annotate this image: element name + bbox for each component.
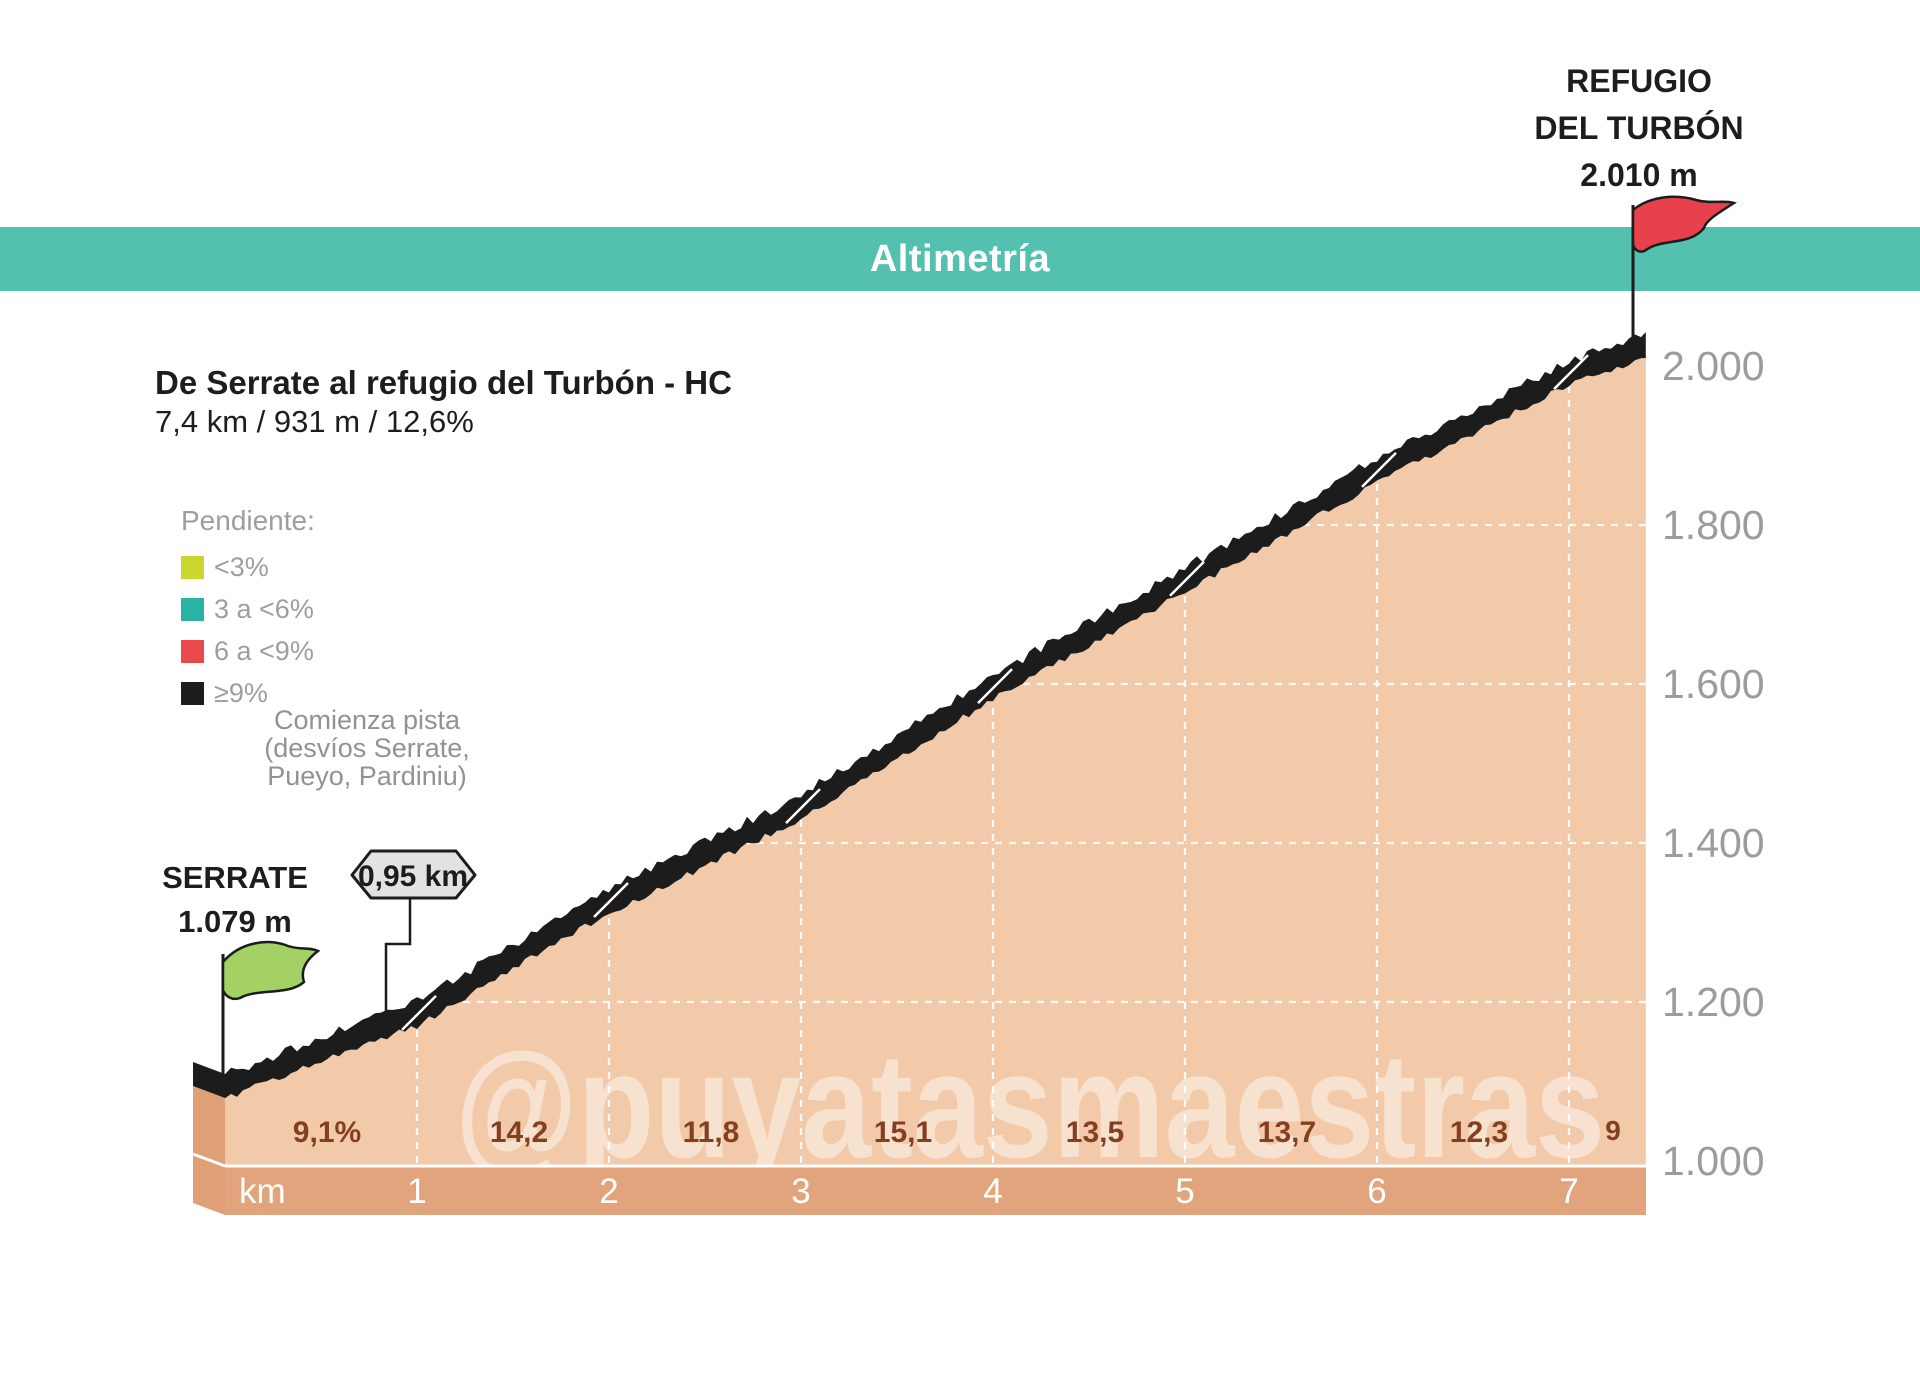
km-tick: 3 [791,1172,810,1211]
km-separators [401,354,1589,1031]
gradient-label: 12,3 [1450,1116,1508,1149]
legend-item: ≥9% [181,678,315,708]
elevation-tick-labels: 2.000 1.800 1.600 1.400 1.200 1.000 [1662,343,1765,1184]
watermark: @puyatasmaestras [455,1021,1605,1189]
gradient-label: 13,7 [1258,1116,1316,1149]
annotation-line: (desvíos Serrate, [264,733,470,763]
route-title: De Serrate al refugio del Turbón - HC [155,364,732,401]
legend-swatch-gte9 [181,682,204,705]
elevation-tick: 1.600 [1662,661,1765,707]
route-stats: 7,4 km / 931 m / 12,6% [155,404,474,439]
summit-elevation: 2.010 m [1580,157,1698,193]
km-tick: 1 [407,1172,426,1211]
km-axis-bar [225,1166,1646,1215]
start-flag-icon [221,940,321,1001]
legend-swatch-6to9 [181,640,204,663]
km-badge [350,849,477,900]
km-tick: 4 [983,1172,1002,1211]
gradient-label: 11,8 [683,1116,740,1149]
legend-heading: Pendiente: [181,505,315,536]
elevation-tick: 1.800 [1662,502,1765,548]
legend-item: <3% [181,552,315,582]
profile-side-face [193,1086,225,1215]
elevation-area [225,358,1646,1166]
title-banner: Altimetría [0,227,1920,291]
legend-label: 3 a <6% [214,594,314,624]
annotation-line: Pueyo, Pardiniu) [267,761,467,791]
legend-label: 6 a <9% [214,636,314,666]
segment-gradient-labels: 9,1% 14,2 11,8 15,1 13,5 13,7 12,3 9 [293,1115,1621,1149]
summit-name-line2: DEL TURBÓN [1534,110,1744,146]
elevation-tick: 1.400 [1662,820,1765,866]
badge-connector-line [384,898,412,1016]
gradient-label: 13,5 [1066,1116,1124,1149]
legend-label: ≥9% [214,678,268,708]
summit-name-line1: REFUGIO [1566,63,1712,99]
gradient-label: 9,1% [293,1116,361,1149]
gradient-band [225,332,1646,1099]
km-tick: 2 [599,1172,618,1211]
start-elevation: 1.079 m [178,904,292,939]
summit-label: REFUGIO DEL TURBÓN 2.010 m [1514,58,1764,199]
start-name: SERRATE [162,860,308,895]
gradient-label: 9 [1605,1115,1621,1146]
legend-swatch-lt3 [181,556,204,579]
legend-item: 6 a <9% [181,636,315,666]
gradient-legend: Pendiente: <3% 3 a <6% 6 a <9% ≥9% [181,505,315,722]
legend-swatch-3to6 [181,598,204,621]
track-annotation: Comienza pista (desvíos Serrate, Pueyo, … [236,706,498,790]
legend-item: 3 a <6% [181,594,315,624]
km-axis-side-edge [192,1152,226,1168]
elevation-tick: 1.200 [1662,979,1765,1025]
summit-flag-icon [1631,195,1737,253]
annotation-line: Comienza pista [273,705,461,735]
elevation-tick: 1.000 [1662,1138,1765,1184]
gradient-label: 14,2 [490,1116,548,1149]
start-label: SERRATE 1.079 m [135,856,335,944]
legend-label: <3% [214,552,269,582]
gradient-label: 15,1 [874,1116,932,1149]
banner-title: Altimetría [869,237,1051,280]
km-badge-label: 0,95 km [358,860,468,893]
elevation-tick: 2.000 [1662,343,1765,389]
km-tick: 7 [1559,1172,1578,1211]
km-axis-unit: km [239,1172,286,1211]
km-axis-labels: km 1 2 3 4 5 6 7 [239,1172,1579,1211]
km-tick: 5 [1175,1172,1194,1211]
profile-side-cap [193,1062,225,1098]
km-tick: 6 [1367,1172,1386,1211]
